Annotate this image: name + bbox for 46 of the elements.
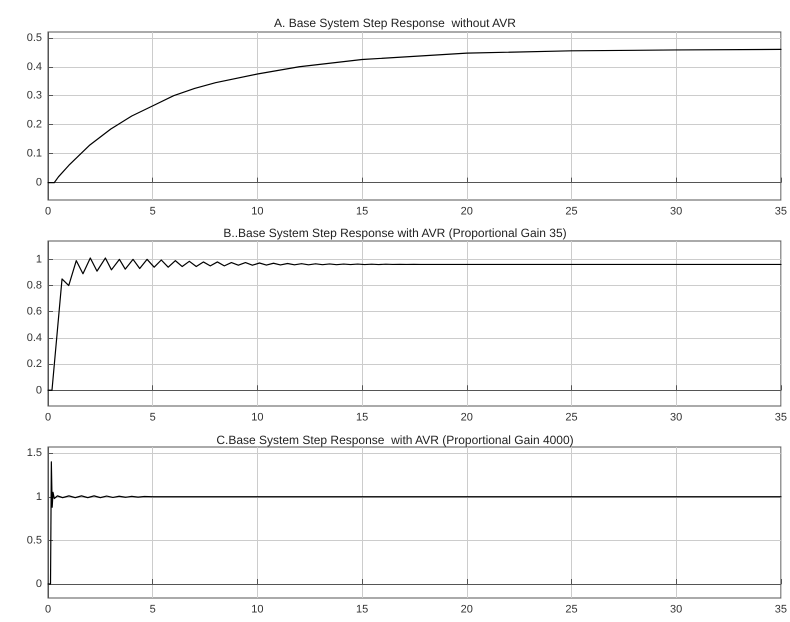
y-tick-label: 0	[36, 578, 42, 590]
x-tick-label: 15	[356, 412, 368, 424]
chart-title: A. Base System Step Response without AVR	[274, 16, 516, 30]
x-tick-label: 30	[670, 604, 682, 616]
x-tick-label: 10	[251, 604, 264, 616]
y-tick-label: 0.8	[26, 280, 42, 292]
y-tick-label: 1.5	[26, 447, 42, 460]
x-tick-label: 30	[670, 412, 682, 424]
x-tick-label: 25	[565, 604, 578, 616]
x-tick-label: 15	[356, 604, 368, 616]
y-tick-label: 0.4	[26, 332, 42, 344]
line-series	[47, 257, 782, 391]
y-tick-label: 0.4	[26, 60, 42, 73]
y-tick-label: 0	[36, 176, 42, 189]
x-tick-label: 0	[44, 604, 52, 616]
x-tick-label: 5	[150, 412, 156, 424]
chart-title: B..Base System Step Response with AVR (Proportional Gain 35)	[223, 226, 567, 240]
y-tick-label: 0.2	[26, 358, 42, 370]
line-series	[47, 461, 782, 585]
x-tick-label: 30	[670, 206, 682, 218]
x-tick-label: 35	[774, 206, 788, 218]
x-tick-label: 35	[774, 412, 788, 424]
x-tick-label: 0	[44, 412, 52, 424]
x-tick-label: 25	[565, 206, 578, 218]
x-tick-label: 15	[356, 206, 368, 218]
y-tick-label: 1	[36, 253, 42, 266]
y-tick-label: 0.5	[26, 32, 42, 44]
x-tick-label: 20	[460, 412, 473, 424]
y-tick-label: 0.2	[26, 118, 42, 131]
chart-title: C.Base System Step Response with AVR (Proportional Gain 4000)	[216, 433, 574, 447]
x-tick-label: 5	[150, 206, 156, 218]
x-tick-label: 20	[460, 206, 473, 218]
y-tick-label: 0.1	[26, 148, 42, 160]
x-tick-label: 5	[150, 604, 156, 616]
x-tick-label: 0	[44, 206, 52, 218]
line-series	[47, 48, 782, 184]
x-tick-label: 10	[251, 206, 264, 218]
y-tick-label: 0.3	[26, 90, 42, 102]
x-tick-label: 25	[565, 412, 578, 424]
y-tick-label: 0	[36, 384, 42, 396]
y-tick-label: 0.5	[26, 534, 42, 546]
y-tick-label: 0.6	[26, 306, 42, 318]
x-tick-label: 35	[774, 604, 788, 616]
x-tick-label: 10	[251, 412, 264, 424]
x-tick-label: 20	[460, 604, 473, 616]
y-tick-label: 1	[36, 490, 42, 503]
